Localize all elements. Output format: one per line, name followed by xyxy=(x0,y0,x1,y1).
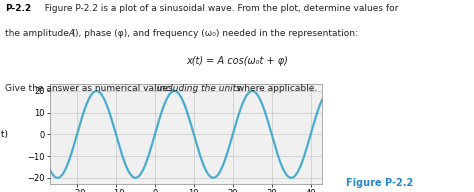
Text: ), phase (φ), and frequency (ω₀) needed in the representation:: ), phase (φ), and frequency (ω₀) needed … xyxy=(75,29,358,38)
Text: P-2.2: P-2.2 xyxy=(5,4,31,13)
Y-axis label: x(t): x(t) xyxy=(0,130,9,139)
Text: Figure P-2.2: Figure P-2.2 xyxy=(346,178,413,188)
Text: where applicable.: where applicable. xyxy=(234,84,318,94)
Text: x(t) = A cos(ω₀t + φ): x(t) = A cos(ω₀t + φ) xyxy=(186,56,288,66)
Text: including the units: including the units xyxy=(157,84,241,94)
Text: Give the answer as numerical values,: Give the answer as numerical values, xyxy=(5,84,178,94)
Text: Figure P-2.2 is a plot of a sinusoidal wave. From the plot, determine values for: Figure P-2.2 is a plot of a sinusoidal w… xyxy=(39,4,398,13)
Text: A: A xyxy=(69,29,75,38)
Text: the amplitude (: the amplitude ( xyxy=(5,29,75,38)
